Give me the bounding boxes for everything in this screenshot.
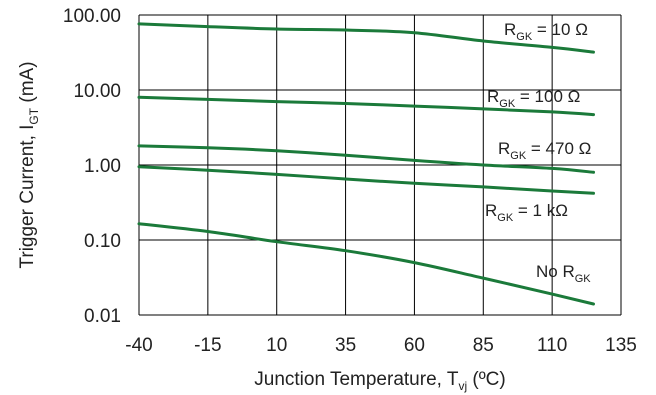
series-line-3 xyxy=(137,165,595,195)
y-tick-labels: 0.01 0.10 1.00 10.00 100.00 xyxy=(63,6,121,327)
series-label-rgk-1k: RGK = 1 kΩ xyxy=(485,201,568,224)
series-label-rgk-10: RGK = 10 Ω xyxy=(504,20,588,43)
x-tick-label: 35 xyxy=(335,335,356,356)
y-tick-label: 10.00 xyxy=(73,81,121,102)
series-line-2 xyxy=(137,144,595,174)
x-tick-label: 60 xyxy=(404,335,425,356)
x-tick-label: 110 xyxy=(537,335,567,356)
y-axis-title: Trigger Current, IGT (mA) xyxy=(17,61,41,268)
y-tick-label: 0.01 xyxy=(84,306,121,327)
series-line-0 xyxy=(137,22,595,54)
x-axis-title: Junction Temperature, Tvj (ºC) xyxy=(254,369,505,393)
x-tick-label: -40 xyxy=(125,335,152,356)
x-tick-labels: -40 -15 10 35 60 85 110 135 xyxy=(125,335,637,356)
y-tick-label: 0.10 xyxy=(84,231,121,252)
x-tick-label: 135 xyxy=(605,335,637,356)
x-tick-label: 10 xyxy=(266,335,287,356)
x-tick-label: 85 xyxy=(473,335,494,356)
series-line-1 xyxy=(137,95,595,117)
x-tick-label: -15 xyxy=(194,335,221,356)
series-label-rgk-100: RGK = 100 Ω xyxy=(487,87,580,110)
series-lines xyxy=(137,22,595,306)
series-label-no-rgk: No RGK xyxy=(536,262,591,285)
series-line-4 xyxy=(137,222,595,306)
grid-lines xyxy=(138,14,622,316)
y-tick-label: 1.00 xyxy=(84,156,121,177)
y-tick-label: 100.00 xyxy=(63,6,121,27)
series-label-rgk-470: RGK = 470 Ω xyxy=(498,139,591,162)
